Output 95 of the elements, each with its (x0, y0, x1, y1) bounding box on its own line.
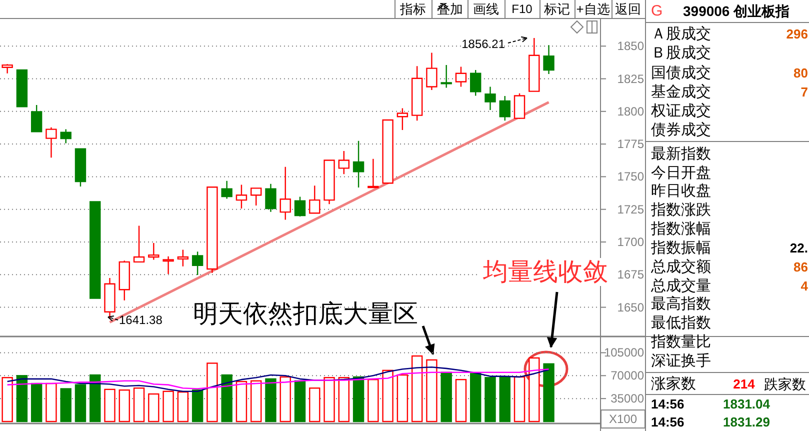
text: 权证成交 (650, 102, 711, 120)
text: Ａ股成交 (651, 26, 711, 42)
text: 指数振幅 (650, 240, 711, 256)
text: 总成交量 (650, 278, 711, 294)
text: 标记 (543, 2, 570, 16)
bar (162, 390, 174, 422)
text: Ｂ股成交 (651, 44, 711, 62)
bar (46, 382, 57, 422)
text: 最高指数 (651, 296, 711, 312)
bar (352, 376, 364, 422)
text: 214 (733, 376, 756, 392)
text: 叠加 (437, 2, 463, 16)
bar (382, 370, 394, 422)
text: 昨日收盘 (651, 182, 711, 200)
bar (514, 376, 526, 422)
text: 基金成交 (651, 84, 711, 100)
bar (309, 387, 320, 422)
bar (236, 380, 248, 422)
bar (528, 357, 540, 422)
y-tick-label: 1850 (617, 39, 644, 54)
text: 指数涨跌 (650, 202, 711, 218)
bar (118, 389, 130, 422)
bar (2, 377, 13, 422)
text: X100 (608, 412, 638, 426)
bar (133, 387, 145, 422)
text: 80 (794, 66, 808, 80)
bar (426, 359, 438, 422)
text: F10 (512, 2, 533, 16)
bar (338, 377, 350, 422)
bar (206, 362, 218, 422)
bar (148, 393, 160, 422)
bar (455, 378, 467, 422)
bar (221, 374, 232, 422)
bar (543, 363, 554, 422)
text: 指数涨幅 (650, 220, 711, 238)
text: 1831.04 (723, 396, 771, 412)
y-tick-label: 1775 (617, 137, 644, 152)
text: 296 (786, 26, 808, 42)
text: 总成交额 (650, 258, 711, 276)
text: 7 (800, 84, 808, 100)
y-tick-label: 35000 (610, 392, 644, 406)
bar (104, 388, 116, 422)
text: 今日开盘 (651, 164, 711, 182)
annotation: 1641.38 (119, 313, 163, 327)
bar (440, 372, 452, 422)
text: 399006 创业板指 (683, 3, 790, 19)
bar (280, 376, 291, 422)
bar (484, 377, 496, 422)
bar (60, 388, 72, 422)
y-tick-label: 1700 (617, 234, 644, 249)
text: 最低指数 (651, 314, 711, 332)
y-tick-label: 105000 (604, 346, 644, 360)
text: 14:56 (651, 396, 684, 412)
text: 1831.29 (723, 414, 770, 430)
y-tick-label: 1650 (617, 300, 644, 314)
text: 国债成交 (651, 64, 711, 82)
text: 指数量比 (650, 334, 711, 350)
y-tick-label: 1675 (617, 268, 644, 282)
bar (250, 380, 262, 422)
text: 涨家数 (651, 376, 696, 392)
text: G (651, 2, 663, 20)
text: 返回 (615, 2, 641, 16)
annotation: 明天依然扣底大量区 (193, 300, 418, 328)
bar (16, 375, 28, 422)
bar (90, 374, 101, 422)
y-tick-label: 70000 (610, 368, 644, 383)
bar (30, 382, 42, 422)
text: 14:56 (651, 414, 684, 430)
text: 22. (790, 240, 808, 256)
text: 画线 (473, 2, 499, 16)
y-tick-label: 1825 (617, 72, 644, 86)
text: +自选 (576, 2, 610, 16)
bar (265, 378, 276, 422)
annotation: 1856.21 (462, 37, 506, 51)
y-tick-label: 1725 (617, 202, 644, 216)
bar (499, 376, 510, 422)
bar (411, 355, 423, 422)
text: 跌家数 (764, 376, 806, 392)
text: 指标 (399, 2, 426, 16)
bar (74, 384, 86, 422)
bar (192, 389, 204, 422)
bar (368, 378, 379, 422)
annotation: 均量线收敛 (482, 258, 608, 286)
text: 债券成交 (651, 122, 711, 138)
text: 4 (800, 278, 809, 294)
bar (177, 391, 189, 422)
text: 深证换手 (651, 352, 711, 370)
bar (470, 373, 482, 422)
bar (294, 380, 306, 422)
y-tick-label: 1800 (617, 104, 644, 118)
bar (324, 377, 335, 422)
bar (396, 374, 408, 422)
y-tick-label: 1750 (617, 170, 644, 184)
text: 最新指数 (651, 146, 711, 162)
text: 86 (794, 260, 808, 274)
